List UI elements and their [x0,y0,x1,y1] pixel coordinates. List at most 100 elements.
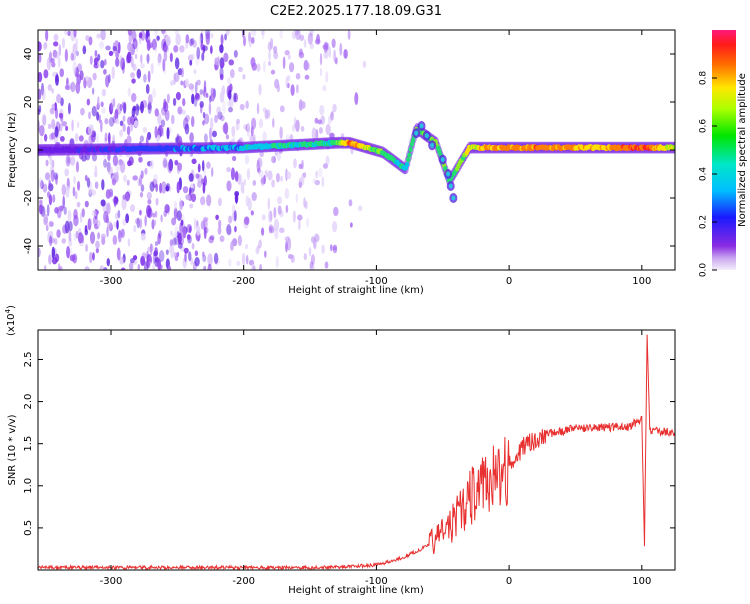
snr-xtick-label: -200 [232,576,255,587]
spectrogram-speckle [314,233,320,243]
spectrogram-speckle [191,242,195,250]
spectrogram-speckle [66,245,71,259]
spectrogram-speckle [146,259,150,269]
spectrogram-speckle [100,119,103,133]
spectrogram-speckle [38,199,43,206]
spectrogram-speckle [210,87,215,96]
spectrogram-speckle [91,105,97,117]
spectrogram-speckle [358,205,363,212]
spectrogram-speckle [298,163,303,170]
spectrogram-speckle [190,193,197,203]
spectrogram-speckle [163,50,168,62]
spectrogram-speckle [250,263,256,270]
spectrogram-speckle [111,178,117,186]
spectrogram-speckle [127,30,133,37]
spectrogram-speckle [255,246,260,255]
spectrogram-speckle [174,255,179,262]
spectrogram-speckle [311,127,317,141]
spectrogram-speckle [222,123,228,134]
spectrogram-speckle [201,160,205,172]
spectrogram-speckle [71,119,74,132]
spectrogram-speckle [220,34,224,46]
spectrogram-speckle [256,102,260,115]
spectrogram-speckle [107,166,113,176]
spectrogram-speckle [137,263,141,270]
spectrogram-speckle [97,60,101,68]
spectrogram-speckle [133,120,139,128]
spectrogram-speckle [250,57,256,68]
spectrogram-speckle [139,174,143,186]
spectrogram-speckle [124,191,130,202]
spectrogram-speckle [133,225,137,233]
spectrogram-speckle [207,263,212,270]
spectrogram-branch-core [448,183,453,189]
spectrogram-speckle [45,224,49,232]
spectrogram-speckle [116,247,121,261]
spectrogram-speckle [174,231,178,239]
spectrogram-speckle [295,72,301,80]
spectrogram-speckle [152,264,155,270]
spectrogram-speckle [267,61,272,67]
spectrogram-speckle [228,228,232,235]
spectrogram-speckle [55,173,58,185]
spectrogram-band-core [404,161,410,168]
spectrogram-speckle [210,117,214,130]
spectrogram-speckle [177,68,183,76]
spectrogram-speckle [130,72,135,79]
spectrogram-speckle [51,118,56,130]
spectrogram-speckle [44,172,51,181]
spectrogram-speckle [73,214,79,227]
snr-panel: -300 -200 -100 0 100 0.5 1.0 1.5 2.0 2.5 Height o… [4,305,676,596]
spectrogram-speckle [39,124,45,137]
spectrogram-speckle [141,252,147,260]
spectrogram-speckle [149,243,153,256]
spectrogram-speckle [101,88,107,97]
spectrogram-speckle [126,125,131,136]
spectrogram-branch-core [451,195,456,201]
spectrogram-speckle [49,237,55,244]
spectrogram-speckle [173,45,179,53]
spectrogram-speckle [154,126,158,139]
spectrogram-speckle [59,68,65,78]
spectrogram-speckle [105,74,110,88]
spectrogram-speckle [225,134,230,140]
spectrogram-speckle [188,251,192,262]
spectrogram-speckle [171,233,175,239]
spectrogram-speckle [84,229,89,236]
spectrogram-speckle [86,98,91,106]
spectrogram-speckle [92,252,95,261]
spectrogram-band-core [410,137,416,144]
spectrogram-speckle [303,39,307,49]
spectrogram-speckle [231,126,236,138]
spectrogram-speckle [59,265,63,270]
spectrogram-speckle [62,195,66,209]
spectrogram-speckle [134,53,138,60]
spectrogram-speckle [270,69,276,75]
spectrogram-speckle [161,38,167,52]
spectrogram-speckle [146,191,152,200]
spectrogram-speckle [92,215,98,226]
spectrogram-speckle [249,134,255,143]
spectrogram-speckle [234,170,239,182]
spectrogram-speckle [217,226,222,235]
spectrogram-speckle [227,77,231,84]
spectrogram-speckle [164,204,170,214]
spectrogram-speckle [195,173,200,179]
spectrogram-speckle [63,206,67,215]
spectrogram-speckle [115,57,120,67]
spectrogram-speckle [105,45,111,51]
spectrogram-speckle [273,45,278,54]
spectrogram-speckle [88,218,93,227]
spectrogram-speckle [268,50,271,61]
spectrogram-speckle [284,188,290,200]
spectrogram-speckle [309,30,314,37]
spectrogram-speckle [185,114,190,122]
spectrogram-speckle [140,255,146,267]
snr-ytick-label: 2.0 [23,394,34,410]
spectrogram-speckle [45,159,49,167]
spectrogram-speckle [325,71,329,83]
spectrogram-speckle [176,133,180,141]
spectrogram-speckle [233,92,237,103]
spectrogram-speckle [61,238,67,244]
spectrogram-speckle [217,111,223,120]
